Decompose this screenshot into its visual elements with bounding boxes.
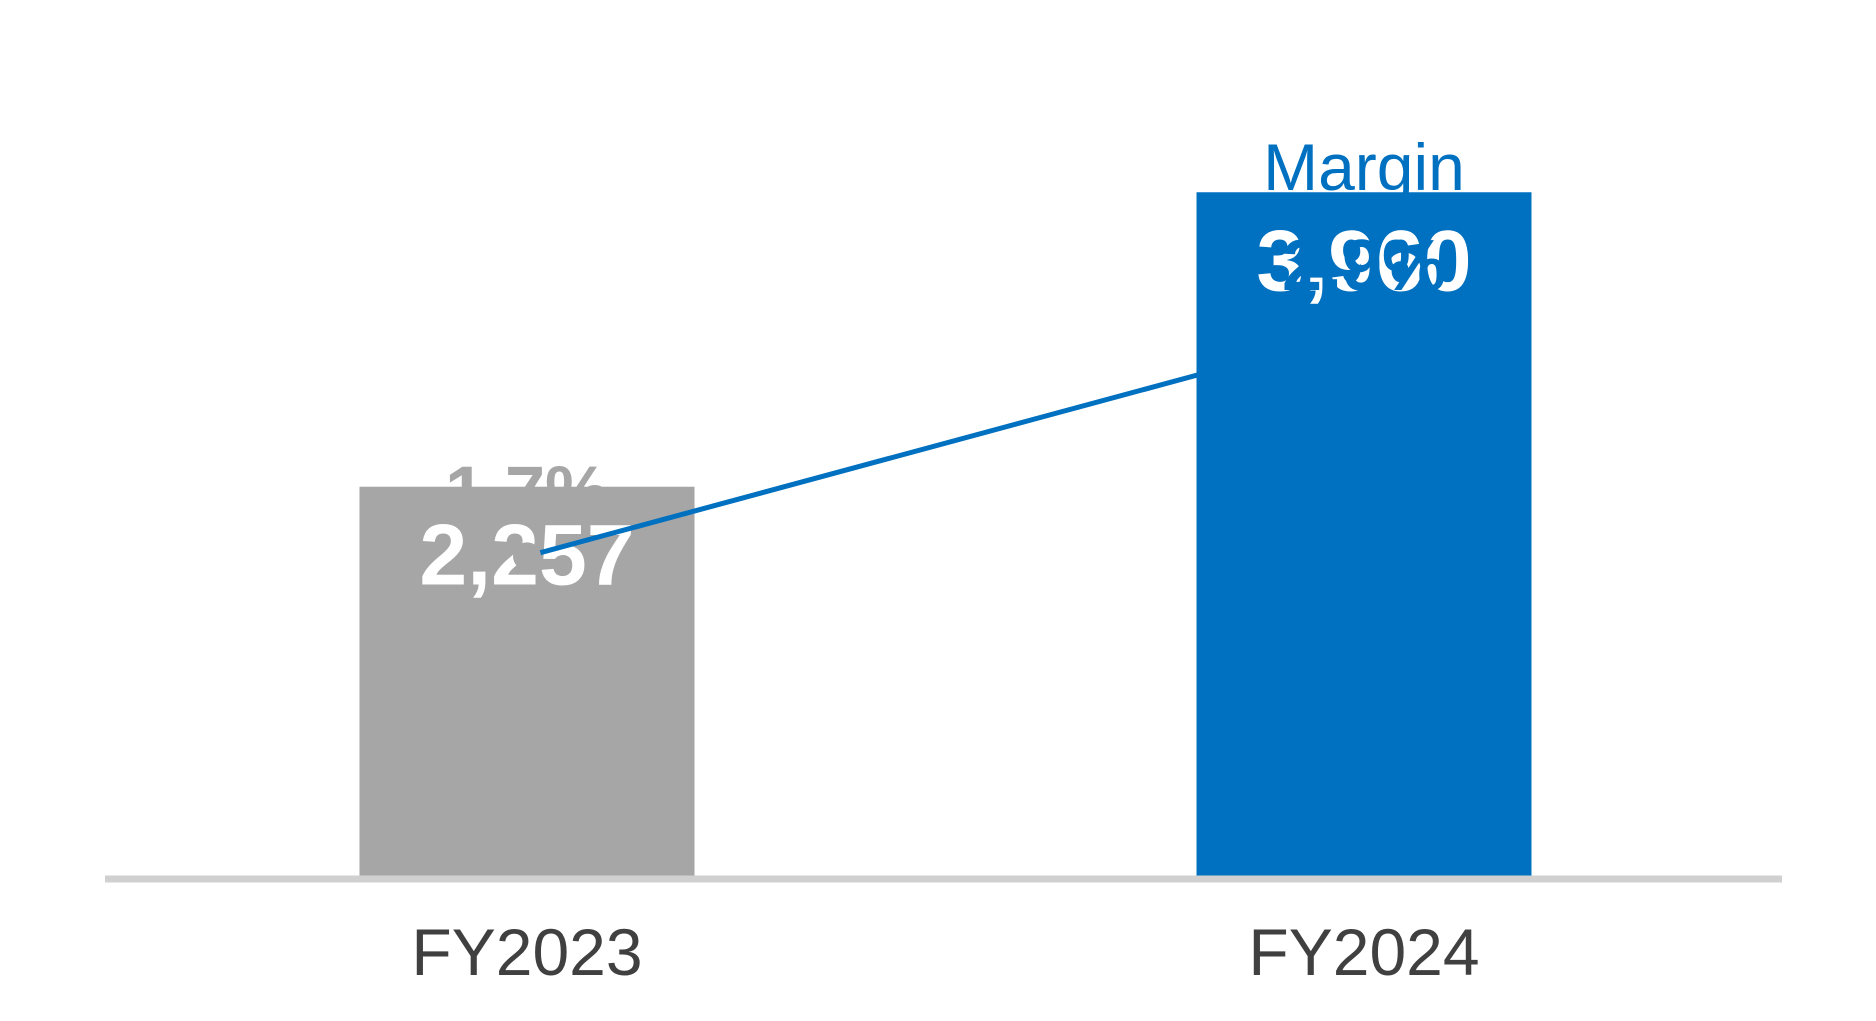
margin-line-layer: 1.7% 2.9%: [445, 226, 1446, 571]
margin-line: [526, 327, 1365, 559]
category-labels: FY2023 FY2024: [411, 915, 1479, 989]
margin-series-title: Margin: [1263, 130, 1465, 204]
margin-point: [1350, 315, 1378, 344]
margin-value-label: 1.7%: [445, 452, 609, 532]
margin-point: [513, 542, 541, 571]
bar-value-label: 3,960: [1256, 213, 1471, 309]
bar-fy2024: [1196, 192, 1532, 877]
margin-value-label: 2.9%: [1282, 226, 1446, 306]
x-tick-label: FY2023: [411, 915, 642, 989]
x-tick-label: FY2024: [1248, 915, 1479, 989]
